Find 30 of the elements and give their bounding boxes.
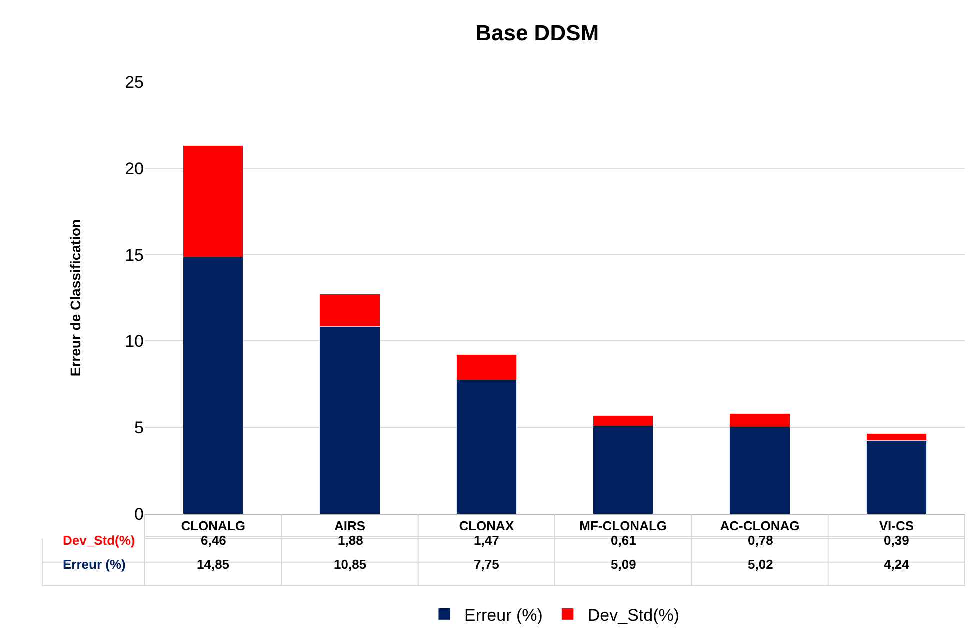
data-label: 7,75 bbox=[474, 557, 500, 572]
legend-label: Erreur (%) bbox=[464, 606, 543, 625]
y-axis-title: Erreur de Classification bbox=[68, 219, 84, 377]
text: Erreur (%) bbox=[63, 557, 126, 572]
data-label: 1,47 bbox=[474, 533, 500, 548]
x-tick-label: AIRS bbox=[334, 518, 366, 534]
chart-title: Base DDSM bbox=[476, 20, 600, 46]
data-label: 0,61 bbox=[611, 533, 636, 548]
data-label: 6,46 bbox=[201, 533, 226, 548]
data-label: 5,09 bbox=[611, 557, 636, 572]
data-label: 1,88 bbox=[338, 533, 364, 548]
legend-label: Dev_Std(%) bbox=[588, 606, 680, 625]
y-tick-label: 0 bbox=[134, 504, 144, 524]
x-tick-label: CLONAX bbox=[459, 518, 514, 534]
y-tick-label: 15 bbox=[125, 246, 144, 265]
data-label: 0,39 bbox=[884, 533, 910, 548]
x-tick-label: VI-CS bbox=[879, 518, 914, 534]
y-tick-label: 5 bbox=[134, 418, 144, 438]
data-label: 14,85 bbox=[197, 557, 230, 572]
data-label: 5,02 bbox=[748, 557, 774, 572]
data-label: 4,24 bbox=[884, 557, 910, 572]
y-tick-label: 20 bbox=[125, 159, 144, 178]
y-tick-label: 10 bbox=[125, 332, 144, 352]
text: Dev_Std(%) bbox=[63, 533, 136, 548]
data-label: 10,85 bbox=[334, 557, 367, 572]
x-tick-label: AC-CLONAG bbox=[720, 518, 800, 534]
y-tick-label: 25 bbox=[125, 72, 144, 92]
x-tick-label: CLONALG bbox=[181, 518, 246, 534]
x-tick-label: MF-CLONALG bbox=[580, 518, 668, 534]
data-label: 0,78 bbox=[748, 533, 774, 548]
